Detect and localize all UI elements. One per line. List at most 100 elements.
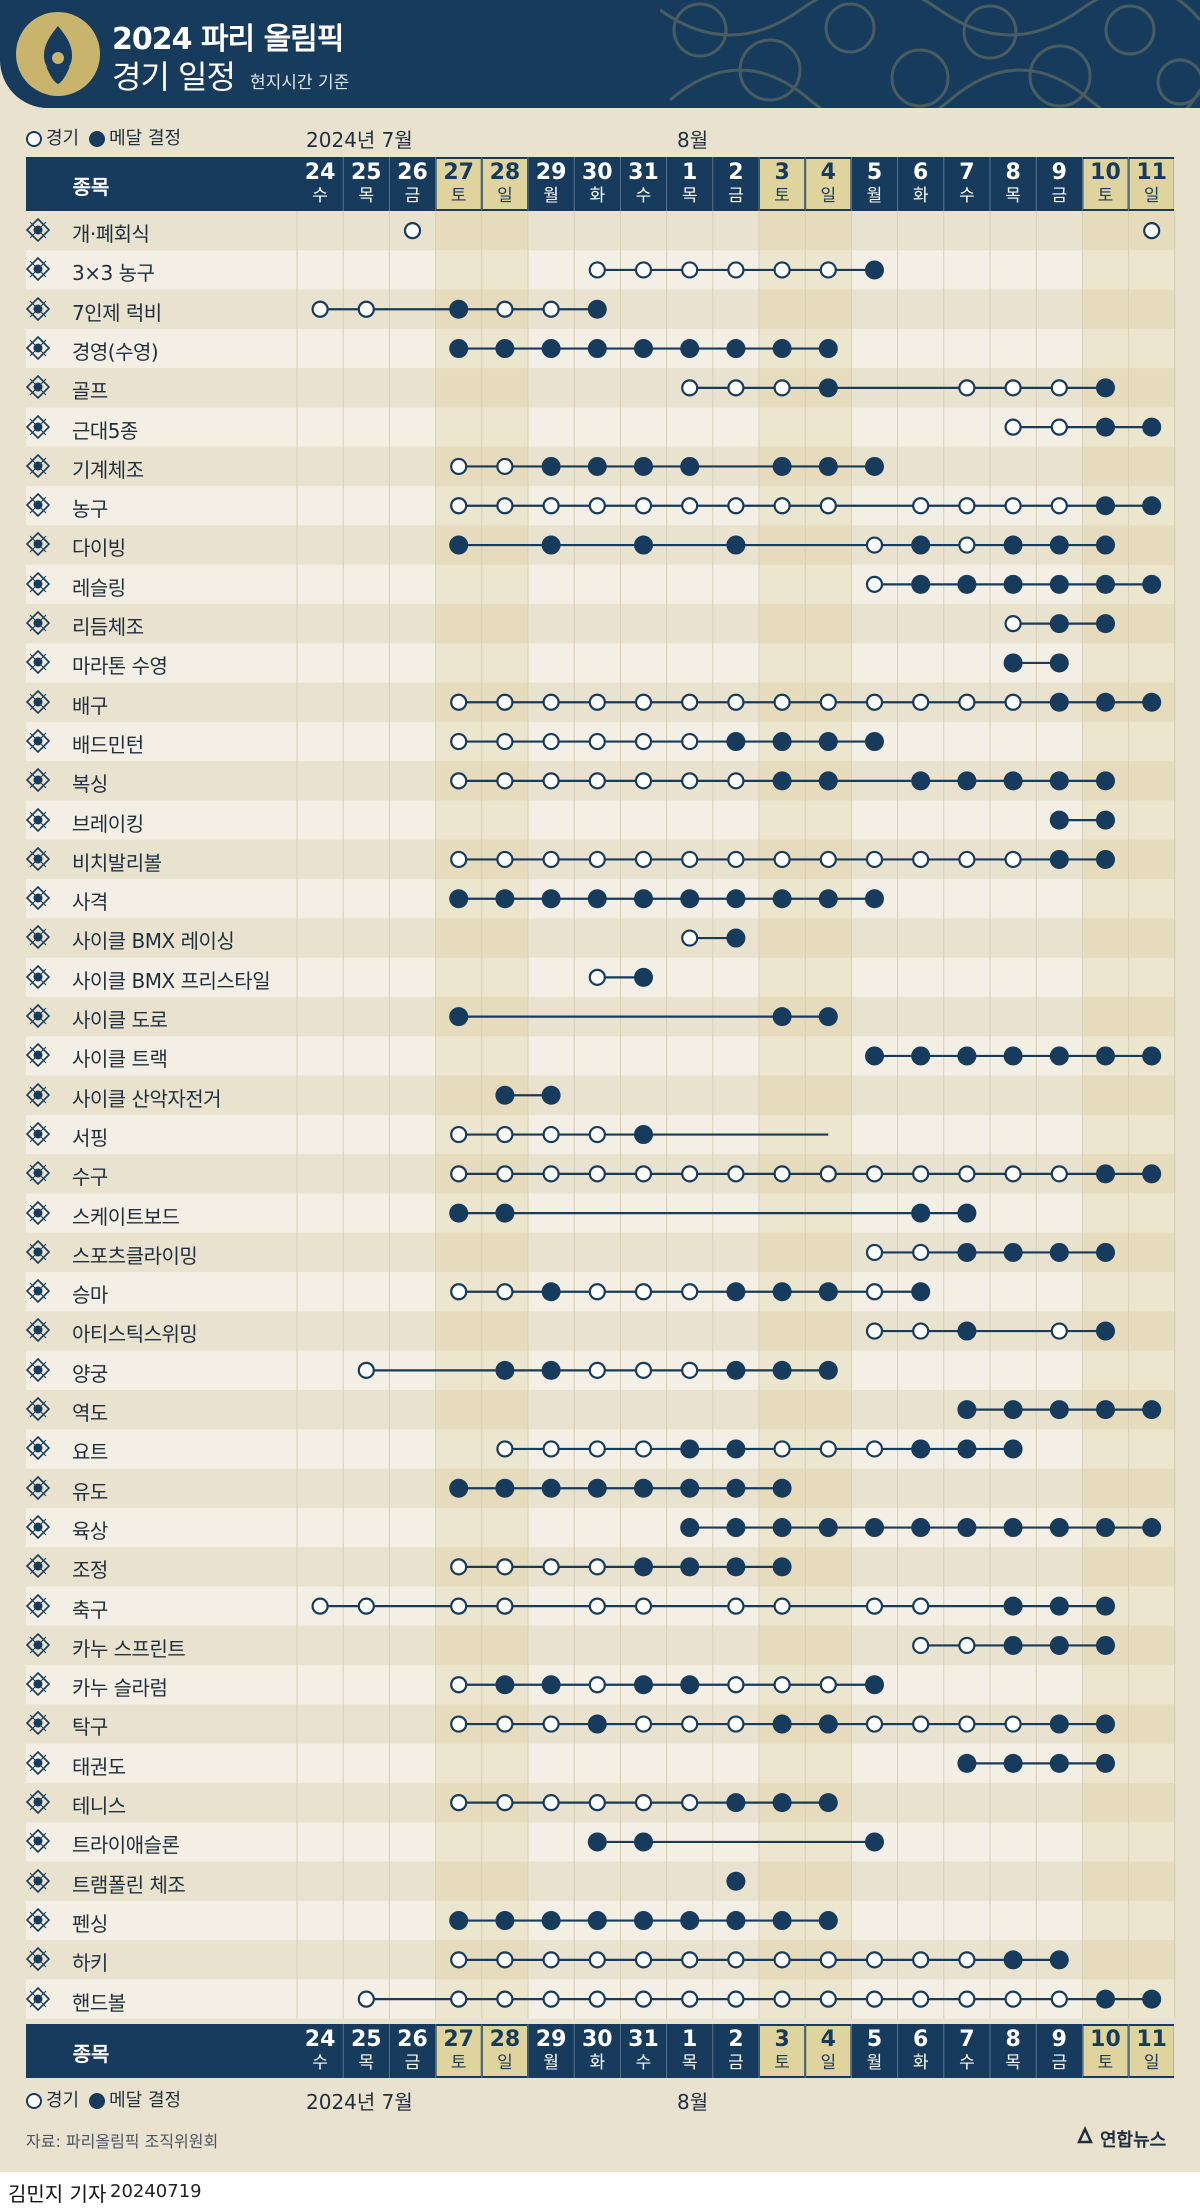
date-cell: 25 목 [343, 2024, 389, 2078]
date-number: 8 [1005, 2027, 1021, 2052]
canoe-sprint-icon [26, 1632, 50, 1657]
game-event-dot [958, 1951, 976, 1969]
medal-event-dot [1049, 771, 1069, 791]
sport-name: 복싱 [72, 772, 108, 797]
sport-name: 태권도 [72, 1754, 126, 1779]
legend-medal-label: 메달 결정 [109, 2090, 182, 2111]
game-event-dot [1050, 1322, 1068, 1340]
game-event-dot [542, 300, 560, 318]
date-number: 29 [535, 160, 567, 185]
tennis-icon [26, 1790, 50, 1814]
medal-event-dot [1142, 692, 1162, 712]
medal-event-dot [680, 339, 700, 359]
title-line-2: 경기 일정 [112, 58, 236, 96]
game-event-dot [634, 1990, 653, 2008]
date-cell: 29 월 [528, 2024, 574, 2078]
game-event-dot [496, 1794, 514, 1812]
medal-event-dot [634, 1675, 653, 1695]
judo-icon [26, 1475, 50, 1500]
weekday-label: 목 [1005, 186, 1021, 206]
weekend-header-cell [1083, 2026, 1128, 2076]
game-event-dot [542, 1990, 560, 2008]
open-circle-icon [26, 2093, 42, 2109]
filled-circle-icon [89, 131, 106, 147]
weekday-label: 일 [497, 2053, 513, 2073]
medal-event-dot [634, 967, 653, 987]
sport-name: 7인제 럭비 [72, 300, 162, 325]
date-number: 30 [581, 160, 613, 185]
medal-event-dot [1049, 1046, 1069, 1066]
game-event-dot [727, 1715, 745, 1733]
trampoline-icon [26, 1868, 50, 1893]
weekday-label: 금 [1051, 2053, 1068, 2073]
game-event-dot [912, 1322, 930, 1340]
row-background [26, 643, 1174, 683]
cycling-road-icon [26, 1004, 50, 1028]
sport-name: 요트 [72, 1440, 108, 1465]
paris-olympics-logo [16, 12, 100, 96]
game-event-dot [958, 379, 976, 397]
game-event-dot [681, 497, 699, 515]
weekday-label: 수 [635, 186, 652, 206]
game-event-dot [727, 772, 745, 790]
sport-name: 핸드볼 [72, 1990, 126, 2015]
medal-event-dot [726, 1478, 746, 1498]
game-event-dot [588, 1794, 606, 1812]
medal-event-dot [680, 1911, 700, 1931]
sport-name: 다이빙 [72, 536, 126, 561]
sport-name: 축구 [72, 1597, 108, 1622]
game-event-dot [1050, 497, 1068, 515]
sport-name: 사이클 BMX 프리스타일 [72, 968, 271, 993]
medal-event-dot [1003, 1046, 1023, 1066]
medal-event-dot [634, 339, 653, 359]
date-number: 26 [397, 160, 428, 185]
date-cell: 31 수 [620, 157, 666, 211]
medal-event-dot [449, 535, 469, 555]
game-event-dot [1004, 850, 1022, 869]
medal-event-dot [634, 1832, 653, 1852]
medal-event-dot [1003, 1439, 1023, 1459]
medal-event-dot [1049, 1635, 1069, 1655]
game-event-dot [912, 497, 930, 515]
game-event-dot [634, 1597, 653, 1615]
medal-event-dot [818, 1793, 838, 1813]
date-number: 25 [350, 2027, 382, 2052]
weekday-label: 금 [728, 186, 744, 206]
game-event-dot [912, 1990, 930, 2008]
weekday-label: 금 [404, 186, 421, 206]
game-event-dot [681, 693, 699, 711]
medal-event-dot [1096, 692, 1115, 712]
table-tennis-icon [26, 1711, 50, 1736]
medal-event-dot [541, 339, 561, 359]
game-event-dot [588, 1440, 606, 1458]
game-event-dot [727, 1597, 745, 1615]
weekday-label: 화 [912, 2053, 929, 2073]
game-event-dot [912, 1597, 930, 1615]
date-number: 7 [959, 160, 975, 185]
legend-bottom: 경기 메달 결정 [26, 2086, 181, 2112]
medal-event-dot [726, 1282, 746, 1302]
medal-event-dot [1003, 653, 1023, 673]
weekend-header-cell [806, 2026, 851, 2076]
source-note: 자료: 파리올림픽 조직위원회 [26, 2132, 219, 2151]
medal-event-dot [541, 1911, 561, 1931]
weekday-label: 목 [681, 186, 698, 206]
skateboard-icon [26, 1200, 50, 1225]
game-event-dot [634, 772, 653, 790]
game-event-dot [588, 1361, 606, 1379]
bmx-racing-icon [26, 925, 50, 950]
game-event-dot [727, 497, 745, 515]
medal-event-dot [634, 1478, 653, 1498]
sport-name: 양궁 [72, 1361, 108, 1386]
game-event-dot [450, 1125, 468, 1144]
date-cell: 10 토 [1082, 157, 1128, 211]
game-event-dot [1004, 615, 1022, 633]
date-number: 24 [304, 2027, 336, 2052]
game-event-dot [681, 1990, 699, 2008]
sport-name: 사이클 트랙 [72, 1047, 168, 1072]
medal-event-dot [541, 535, 561, 555]
sport-name: 트램폴린 체조 [72, 1872, 186, 1897]
